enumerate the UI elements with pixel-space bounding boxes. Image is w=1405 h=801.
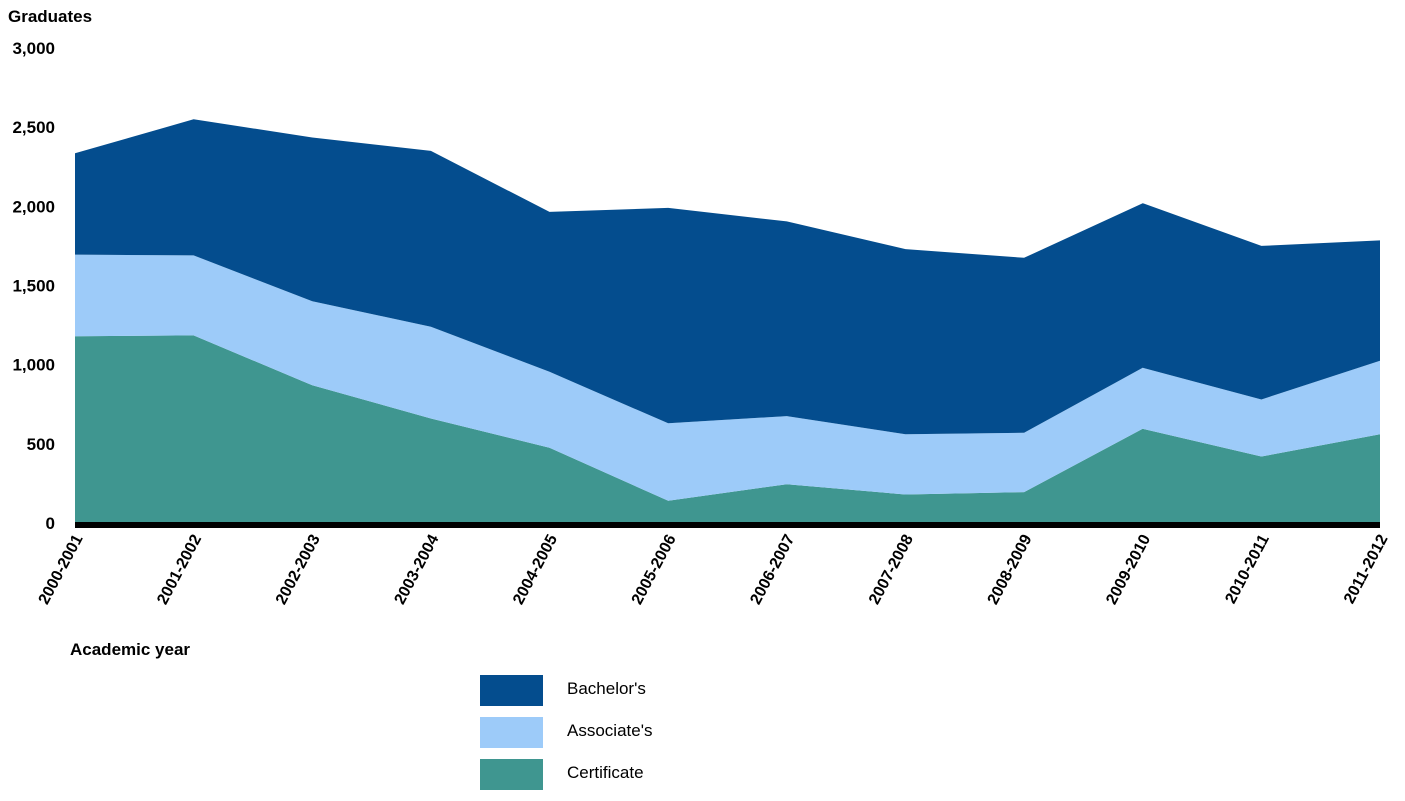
x-tick-label: 2000-2001 [36,532,87,608]
area-associates [75,254,1380,501]
x-tick-label: 2001-2002 [154,532,205,608]
y-tick-label: 0 [46,514,55,533]
legend-label-certificate: Certificate [567,763,644,782]
x-axis-title: Academic year [70,640,191,659]
x-tick-label: 2004-2005 [510,532,561,608]
legend-swatch-bachelors [480,675,543,706]
x-tick-label: 2003-2004 [392,532,443,608]
x-tick-label: 2011-2012 [1341,532,1392,607]
y-tick-label: 2,000 [12,197,55,216]
legend-swatch-associates [480,717,543,748]
y-tick-label: 3,000 [12,39,55,58]
x-tick-label: 2007-2008 [866,532,917,608]
area-certificate [75,335,1380,523]
area-bachelors [75,119,1380,435]
x-tick-label: 2009-2010 [1103,532,1154,608]
y-tick-label: 500 [27,435,55,454]
x-tick-label: 2008-2009 [985,532,1036,608]
x-tick-label: 2002-2003 [273,532,324,608]
y-axis-title: Graduates [8,7,93,26]
y-tick-label: 2,500 [12,118,55,137]
y-tick-label: 1,000 [12,356,55,375]
legend-swatch-certificate [480,759,543,790]
x-tick-label: 2006-2007 [747,532,798,608]
legend-label-bachelors: Bachelor's [567,679,646,698]
x-tick-label: 2005-2006 [629,532,680,608]
legend-label-associates: Associate's [567,721,653,740]
y-tick-label: 1,500 [12,277,55,296]
x-axis-line [75,522,1380,528]
x-tick-label: 2010-2011 [1222,532,1273,607]
